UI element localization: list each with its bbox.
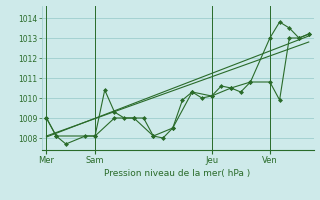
X-axis label: Pression niveau de la mer( hPa ): Pression niveau de la mer( hPa ) (104, 169, 251, 178)
